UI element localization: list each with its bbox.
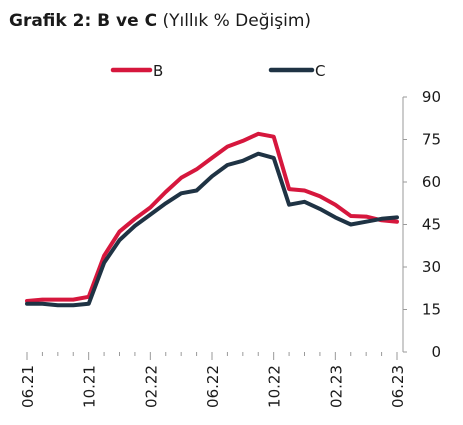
chart-title-subtitle: (Yıllık % Değişim) [162, 11, 312, 31]
y-tick-label: 45 [422, 216, 441, 234]
series-line-b [25, 131, 399, 303]
y-tick-label: 30 [422, 258, 441, 276]
chart-title-main: Grafik 2: B ve C [9, 11, 158, 31]
x-tick-label: 10.21 [81, 365, 99, 408]
y-tick-label: 0 [431, 343, 441, 361]
x-tick-label: 06.23 [389, 365, 407, 408]
y-tick-label: 90 [422, 88, 441, 106]
y-tick-label: 15 [422, 301, 441, 319]
x-tick-label: 10.22 [266, 365, 284, 408]
legend-label-b: B [153, 62, 163, 80]
y-tick-label: 75 [422, 131, 441, 149]
x-tick-label: 06.22 [204, 365, 222, 408]
x-tick-label: 02.22 [142, 365, 160, 408]
x-axis: 06.21 10.21 02.22 06.22 10.22 02.23 06.23 [19, 352, 407, 408]
y-axis: 0 15 30 45 60 75 90 [402, 88, 441, 361]
y-tick-label: 60 [422, 173, 441, 191]
series-layer [25, 131, 399, 308]
legend-label-c: C [315, 62, 325, 80]
x-tick-label: 02.23 [327, 365, 345, 408]
chart-title: Grafik 2: B ve C (Yıllık % Değişim) [9, 10, 311, 32]
series-line-c [25, 151, 399, 308]
x-tick-label: 06.21 [19, 365, 37, 408]
